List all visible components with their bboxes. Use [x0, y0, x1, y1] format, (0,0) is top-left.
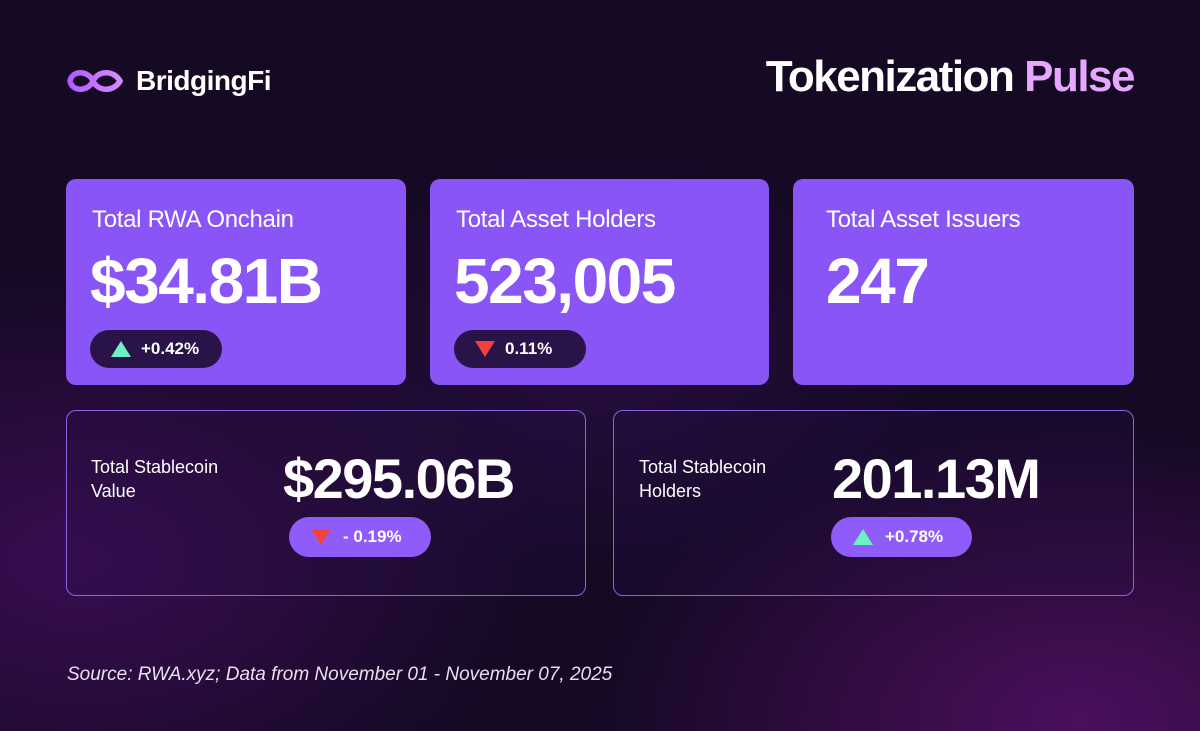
metric-value: 201.13M — [832, 447, 1041, 510]
source-note: Source: RWA.xyz; Data from November 01 -… — [67, 664, 613, 685]
page-title-part1: Tokenization — [765, 52, 1015, 101]
brand-name: BridgingFi — [136, 65, 271, 96]
metric-label: Total RWA Onchain — [92, 206, 294, 233]
metric-value: 247 — [826, 245, 930, 317]
brand: BridgingFi — [64, 62, 271, 100]
change-value: 0.11% — [505, 339, 553, 358]
change-badge: - 0.19% — [289, 517, 431, 557]
metric-card-asset-holders: Total Asset Holders 523,005 0.11% — [430, 179, 769, 385]
change-badge: 0.11% — [454, 330, 586, 368]
change-badge: +0.78% — [831, 517, 972, 557]
change-value: - 0.19% — [343, 527, 402, 546]
change-value: +0.78% — [885, 527, 944, 546]
triangle-up-icon — [111, 341, 131, 357]
triangle-down-icon — [475, 341, 495, 357]
change-badge: +0.42% — [90, 330, 222, 368]
metric-card-rwa-onchain: Total RWA Onchain $34.81B +0.42% — [66, 179, 406, 385]
metric-label: Total Stablecoin Value — [91, 457, 219, 501]
page-title: Tokenization Pulse — [765, 52, 1136, 102]
metric-card-asset-issuers: Total Asset Issuers 247 — [793, 179, 1134, 385]
infinity-link-icon — [67, 70, 124, 92]
metric-value: 523,005 — [454, 245, 676, 317]
metric-value: $295.06B — [283, 447, 515, 510]
metric-value: $34.81B — [90, 245, 323, 317]
change-value: +0.42% — [141, 339, 200, 358]
metric-label: Total Asset Issuers — [826, 206, 1021, 233]
page-title-part2: Pulse — [1024, 52, 1135, 101]
metric-card-stablecoin-holders: Total Stablecoin Holders 201.13M +0.78% — [613, 410, 1134, 596]
metric-card-stablecoin-value: Total Stablecoin Value $295.06B - 0.19% — [66, 410, 586, 596]
metric-label: Total Stablecoin Holders — [639, 457, 767, 501]
metric-label: Total Asset Holders — [456, 206, 656, 233]
triangle-down-icon — [311, 529, 331, 545]
triangle-up-icon — [853, 529, 873, 545]
